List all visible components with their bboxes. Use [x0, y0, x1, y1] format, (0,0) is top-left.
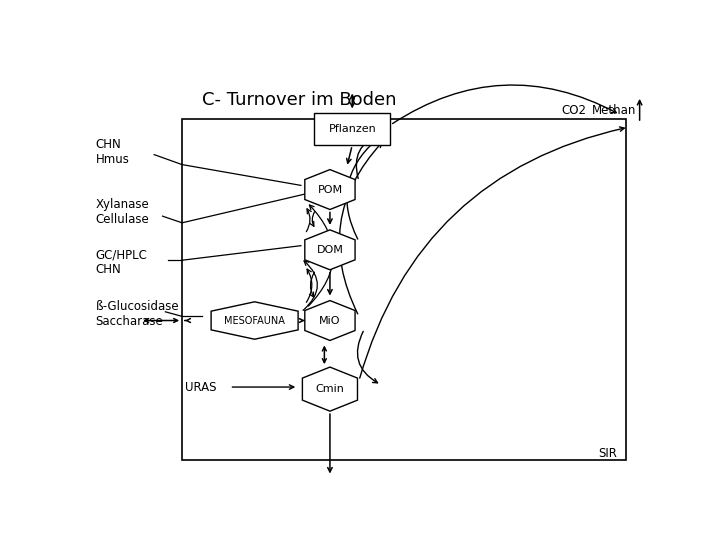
Text: SIR: SIR [598, 447, 617, 460]
FancyBboxPatch shape [182, 119, 626, 460]
Polygon shape [211, 302, 298, 339]
Polygon shape [302, 367, 358, 411]
Polygon shape [305, 301, 355, 341]
Text: Pflanzen: Pflanzen [328, 124, 376, 134]
Text: POM: POM [318, 185, 343, 194]
Text: MiO: MiO [319, 315, 341, 326]
Polygon shape [305, 230, 355, 270]
Text: GC/HPLC
CHN: GC/HPLC CHN [96, 248, 148, 276]
Text: CO2: CO2 [562, 104, 587, 117]
Text: ß-Glucosidase
Saccharase: ß-Glucosidase Saccharase [96, 300, 179, 328]
Text: Methan: Methan [593, 104, 636, 117]
Text: Cmin: Cmin [315, 384, 344, 394]
Text: C- Turnover im Boden: C- Turnover im Boden [202, 91, 396, 109]
Text: URAS: URAS [185, 381, 217, 394]
FancyBboxPatch shape [315, 113, 390, 145]
Polygon shape [305, 170, 355, 210]
Text: MESOFAUNA: MESOFAUNA [224, 315, 285, 326]
Text: Xylanase
Cellulase: Xylanase Cellulase [96, 198, 149, 226]
Text: CHN
Hmus: CHN Hmus [96, 138, 130, 166]
Text: DOM: DOM [317, 245, 343, 255]
